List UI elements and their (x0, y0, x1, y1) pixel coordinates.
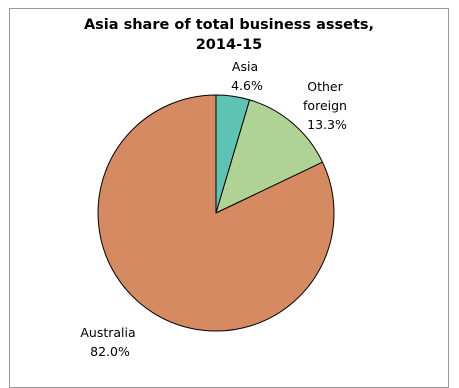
slice-label-other-foreign-value: 13.3% (307, 117, 347, 132)
chart-title-line-1: Asia share of total business assets, (83, 17, 375, 33)
slice-label-asia: Asia 4.6% (231, 59, 263, 93)
slice-label-australia-name: Australia (80, 325, 135, 340)
pie-slice-other-foreign (215, 99, 324, 214)
slice-label-other-foreign: Other foreign 13.3% (303, 79, 351, 132)
pie-slices (97, 94, 335, 332)
slice-label-asia-value: 4.6% (231, 78, 263, 93)
chart-title-line-2: 2014-15 (195, 37, 263, 53)
slice-label-australia-value: 82.0% (90, 344, 130, 359)
pie-chart: Asia 4.6% Other foreign 13.3% Australia … (80, 59, 351, 359)
pie-slice-australia (97, 94, 335, 332)
slice-label-other-foreign-line-1: Other (307, 79, 343, 94)
slice-label-other-foreign-line-2: foreign (303, 98, 347, 113)
slice-label-australia: Australia 82.0% (80, 325, 139, 359)
slice-label-asia-name: Asia (232, 59, 258, 74)
